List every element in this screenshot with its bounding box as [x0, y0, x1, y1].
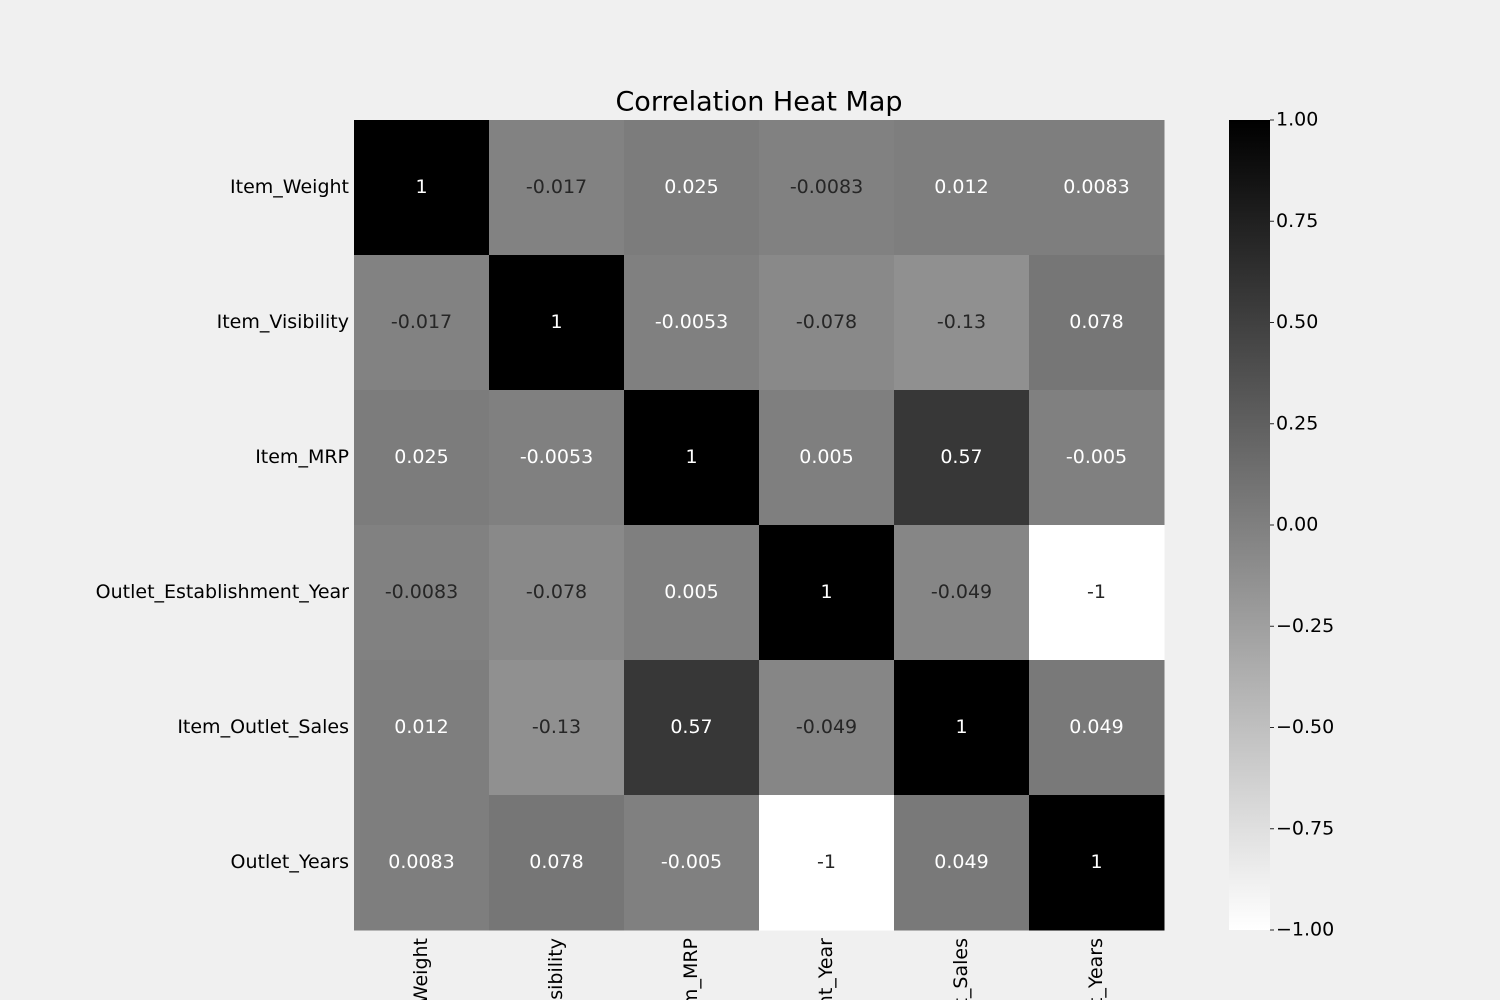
heatmap-cell: [1029, 660, 1165, 796]
cell-label: 0.025: [664, 176, 718, 198]
heatmap-cell: [489, 255, 625, 391]
heatmap-cell: [354, 120, 490, 256]
colorbar-tick-label: 0.00: [1276, 514, 1318, 536]
heatmap-cell: [894, 795, 1030, 931]
heatmap-cell: [1029, 255, 1165, 391]
cell-label: 1: [820, 581, 832, 603]
heatmap-cell: [624, 120, 760, 256]
heatmap-cell: [624, 795, 760, 931]
cell-label: 0.57: [940, 446, 982, 468]
heatmap-cell: [354, 255, 490, 391]
heatmap-cell: [1029, 525, 1165, 661]
heatmap-cell: [759, 255, 895, 391]
cell-label: -0.017: [526, 176, 587, 198]
heatmap-cell: [759, 390, 895, 526]
cell-label: -0.078: [796, 311, 857, 333]
y-tick-label: Item_MRP: [255, 446, 349, 468]
heatmap-cell: [489, 795, 625, 931]
colorbar: [1229, 120, 1270, 930]
heatmap-cell: [624, 525, 760, 661]
cell-label: -0.13: [937, 311, 986, 333]
heatmap-cell: [894, 120, 1030, 256]
heatmap-cell: [759, 660, 895, 796]
cell-label: 0.025: [394, 446, 448, 468]
chart-title: Correlation Heat Map: [615, 87, 902, 118]
heatmap-cell: [489, 660, 625, 796]
cell-label: 1: [550, 311, 562, 333]
cell-label: 0.078: [529, 851, 583, 873]
cell-label: -0.13: [532, 716, 581, 738]
y-tick-label: Outlet_Establishment_Year: [96, 581, 350, 603]
y-tick-label: Outlet_Years: [231, 851, 350, 873]
cell-label: -0.0053: [520, 446, 593, 468]
cell-label: -0.005: [661, 851, 722, 873]
y-tick-label: Item_Outlet_Sales: [177, 716, 349, 738]
cell-label: 0.0083: [1063, 176, 1129, 198]
heatmap-cell: [759, 795, 895, 931]
heatmap-cell: [489, 120, 625, 256]
x-tick-label: Item_Weight: [410, 938, 432, 1000]
cell-label: 1: [415, 176, 427, 198]
cell-label: -0.0083: [790, 176, 863, 198]
x-tick-label: Item_MRP: [680, 938, 702, 1000]
cell-label: -0.005: [1066, 446, 1127, 468]
heatmap-cell: [354, 795, 490, 931]
colorbar-tick-label: 0.75: [1276, 210, 1318, 232]
cell-label: 1: [1090, 851, 1102, 873]
cell-label: -0.049: [796, 716, 857, 738]
cell-label: -1: [817, 851, 836, 873]
heatmap-cell: [894, 255, 1030, 391]
cell-label: 0.049: [934, 851, 988, 873]
cell-label: 0.57: [670, 716, 712, 738]
cell-label: 0.012: [394, 716, 448, 738]
cell-label: -0.0053: [655, 311, 728, 333]
heatmap-cell: [1029, 795, 1165, 931]
heatmap-cell: [354, 525, 490, 661]
heatmap-cell: [624, 255, 760, 391]
cell-label: 1: [955, 716, 967, 738]
heatmap-cell: [489, 525, 625, 661]
colorbar-tick-label: −0.50: [1276, 716, 1334, 738]
cell-label: 0.005: [664, 581, 718, 603]
heatmap-cell: [894, 525, 1030, 661]
cell-label: -0.0083: [385, 581, 458, 603]
colorbar-tick-label: 0.50: [1276, 311, 1318, 333]
heatmap-cell: [624, 660, 760, 796]
colorbar-tick-label: −0.75: [1276, 817, 1334, 839]
colorbar-tick-label: 0.25: [1276, 412, 1318, 434]
heatmap-cell: [1029, 120, 1165, 256]
cell-label: -0.078: [526, 581, 587, 603]
x-tick-label: Outlet_Establishment_Year: [815, 938, 837, 1000]
cell-label: -0.017: [391, 311, 452, 333]
heatmap-cell: [624, 390, 760, 526]
heatmap-cell: [489, 390, 625, 526]
y-tick-label: Item_Weight: [230, 176, 349, 198]
cell-label: -0.049: [931, 581, 992, 603]
x-tick-label: Item_Visibility: [545, 938, 567, 1000]
heatmap-cell: [894, 660, 1030, 796]
cell-label: 1: [685, 446, 697, 468]
heatmap-cell: [354, 660, 490, 796]
x-tick-label: Item_Outlet_Sales: [950, 938, 972, 1000]
cell-label: 0.012: [934, 176, 988, 198]
x-tick-label: Outlet_Years: [1085, 938, 1107, 1000]
heatmap-cell: [894, 390, 1030, 526]
cell-label: 0.005: [799, 446, 853, 468]
heatmap-cell: [759, 525, 895, 661]
cell-label: 0.078: [1069, 311, 1123, 333]
colorbar-tick-label: −0.25: [1276, 615, 1334, 637]
y-tick-label: Item_Visibility: [217, 311, 349, 333]
colorbar-tick-label: 1.00: [1276, 109, 1318, 131]
heatmap-cell: [354, 390, 490, 526]
heatmap-cell: [759, 120, 895, 256]
cell-label: 0.0083: [388, 851, 454, 873]
cell-label: 0.049: [1069, 716, 1123, 738]
heatmap-cell: [1029, 390, 1165, 526]
cell-label: -1: [1087, 581, 1106, 603]
colorbar-tick-label: −1.00: [1276, 919, 1334, 941]
